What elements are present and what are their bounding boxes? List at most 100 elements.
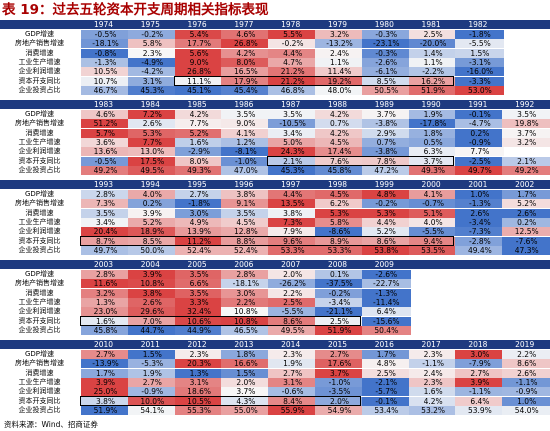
table-cell: 0.2% <box>127 199 177 209</box>
table-cell: 5.2% <box>502 199 550 209</box>
row-label: 工业生产增速 <box>18 377 61 386</box>
year-header: 1998 <box>327 180 348 189</box>
table-cell: 53.8% <box>361 245 411 255</box>
table-cell: 3.2% <box>502 137 550 147</box>
table-cell: 17.6% <box>315 359 364 369</box>
table-cell: 13.5% <box>268 199 318 209</box>
table-cell: 51.9% <box>315 325 364 335</box>
table-cell: 4.5% <box>221 217 271 227</box>
table-cell: 4.3% <box>221 396 271 406</box>
year-header: 1985 <box>187 100 207 109</box>
table-cell: 49.3% <box>174 165 224 175</box>
table-cell: -3.8% <box>361 119 411 129</box>
table-cell: 16.5% <box>221 67 271 77</box>
table-cell: 3.1% <box>268 377 318 387</box>
table-cell: 17.5% <box>127 156 177 166</box>
row-label: 企业利润增速 <box>18 67 61 76</box>
table-cell: -8.1% <box>221 147 271 157</box>
table-cell: 1.9% <box>127 368 177 378</box>
table-cell: 0.2% <box>455 128 505 138</box>
row-label: 消费增速 <box>25 48 54 57</box>
table-cell: 5.4% <box>174 30 224 39</box>
table-cell: 9.4% <box>408 236 458 246</box>
table-cell: 5.8% <box>127 39 177 49</box>
table-cell: 7.7% <box>174 119 224 129</box>
table-cell: -21.1% <box>315 307 364 317</box>
year-header: 1980 <box>374 20 394 29</box>
year-header: 2004 <box>140 260 160 269</box>
table-cell: -13.9% <box>81 359 130 369</box>
table-cell: 46.5% <box>221 325 271 335</box>
table-cell: 3.5% <box>221 208 271 218</box>
table-cell: 1.3% <box>81 297 130 307</box>
table-cell: 53.0% <box>455 85 505 95</box>
table-cell: 3.5% <box>221 110 271 119</box>
table-cell: -20.0% <box>408 39 458 49</box>
table-cell: 44.9% <box>174 325 224 335</box>
table-cell: 4.2% <box>221 48 271 58</box>
table-cell: 8.7% <box>81 236 130 246</box>
table-cell: -13.2% <box>315 39 364 49</box>
table-cell: 18.6% <box>174 387 224 397</box>
year-header: 2005 <box>187 260 207 269</box>
table-cell: 55.9% <box>268 405 318 415</box>
year-header: 2019 <box>515 340 535 349</box>
year-header: 2001 <box>468 180 488 189</box>
table-cell: 4.5% <box>315 190 364 199</box>
table-cell: 3.2% <box>315 30 364 39</box>
row-label: GDP增速 <box>24 270 55 278</box>
table-cell: -1.1% <box>408 359 458 369</box>
year-header: 1996 <box>234 180 254 189</box>
table-cell: 3.2% <box>81 288 130 298</box>
table-cell: 9.0% <box>174 57 224 67</box>
table-cell: -4.9% <box>127 57 177 67</box>
table-cell: 1.0% <box>455 190 505 199</box>
table-cell: 10.5% <box>81 67 130 77</box>
year-header: 2006 <box>234 260 254 269</box>
table-cell: 1.8% <box>221 350 271 359</box>
table-cell: 45.8% <box>81 325 130 335</box>
table-cell: 49.5% <box>127 165 177 175</box>
table-cell: 7.2% <box>127 110 177 119</box>
table-cell: 1.0% <box>502 396 550 406</box>
table-cell: -1.0% <box>221 156 271 166</box>
year-header: 2013 <box>234 340 254 349</box>
table-cell: 2.6% <box>502 368 550 378</box>
year-header: 2017 <box>421 340 441 349</box>
table-cell: 5.6% <box>174 48 224 58</box>
table-cell: 3.8% <box>221 190 271 199</box>
year-header: 1983 <box>93 100 114 109</box>
year-header: 2003 <box>93 260 114 269</box>
table-cell: 1.1% <box>315 57 364 67</box>
row-label: 资本开支同比 <box>18 316 61 325</box>
table-cell: 46.7% <box>81 85 130 95</box>
table-cell: 2.7% <box>268 368 318 378</box>
table-cell: -4.7% <box>455 119 505 129</box>
table-cell: 8.0% <box>174 156 224 166</box>
table-cell: 1.7% <box>361 350 411 359</box>
year-header: 2012 <box>187 340 207 349</box>
table-cell: 10.7% <box>81 76 130 86</box>
table-cell: -5.5% <box>268 307 318 317</box>
year-header: 2011 <box>140 340 160 349</box>
table-cell: 3.5% <box>174 288 224 298</box>
table-cell: 45.3% <box>268 165 318 175</box>
table-cell: -5.7% <box>361 387 411 397</box>
table-cell: 54.0% <box>502 405 550 415</box>
year-header: 2000 <box>421 180 441 189</box>
table-cell: 7.7% <box>455 147 505 157</box>
table-cell: 5.2% <box>361 227 411 237</box>
table-cell: 49.4% <box>455 245 505 255</box>
table-cell: -1.1% <box>502 377 550 387</box>
table-cell: -18.1% <box>221 279 271 289</box>
table-cell: 8.5% <box>127 236 177 246</box>
row-label: 消费增速 <box>25 288 54 297</box>
table-cell: 18.9% <box>127 227 177 237</box>
table-cell: 3.8% <box>268 208 318 218</box>
table-cell: 6.6% <box>174 279 224 289</box>
table-cell: -10.5% <box>268 119 318 129</box>
table-cell: -0.8% <box>81 48 130 58</box>
table-cell: -37.5% <box>315 279 364 289</box>
table-cell: 45.4% <box>221 85 271 95</box>
table-cell: 3.3% <box>174 297 224 307</box>
